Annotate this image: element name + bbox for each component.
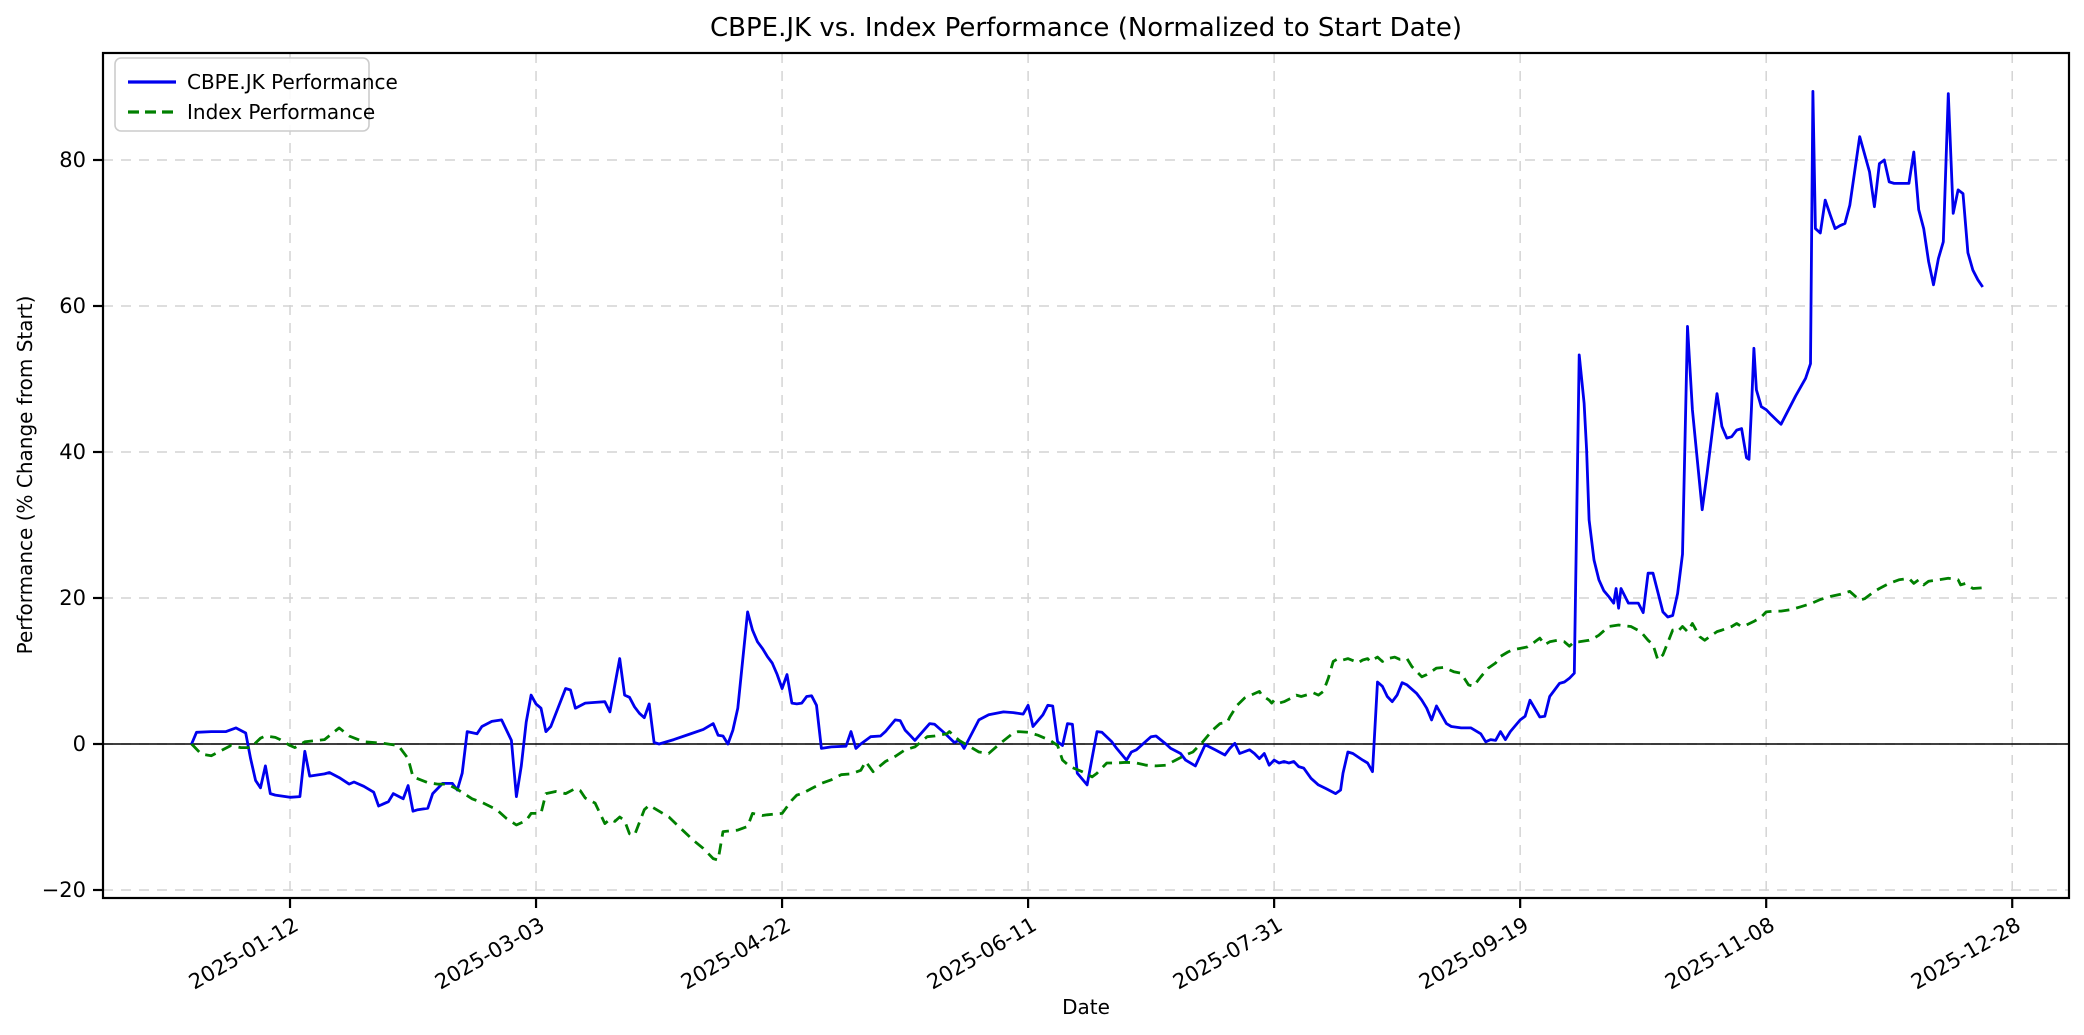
y-tick-label: 60 [59, 294, 86, 318]
y-tick-label: −20 [42, 878, 86, 902]
chart-title: CBPE.JK vs. Index Performance (Normalize… [710, 13, 1462, 43]
legend-label: Index Performance [187, 100, 375, 124]
legend-box [114, 57, 370, 132]
index-performance-line [190, 576, 1983, 862]
y-axis-label: Performance (% Change from Start) [13, 296, 37, 655]
y-tick-label: 40 [59, 440, 86, 464]
y-tick-label: 80 [59, 148, 86, 172]
plot-border [101, 51, 2071, 900]
legend-label: CBPE.JK Performance [187, 70, 398, 94]
y-tick-label: 20 [59, 586, 86, 610]
y-tick-label: 0 [73, 732, 86, 756]
x-axis-label: Date [1062, 995, 1110, 1019]
cbpe-performance-line [190, 90, 1984, 813]
